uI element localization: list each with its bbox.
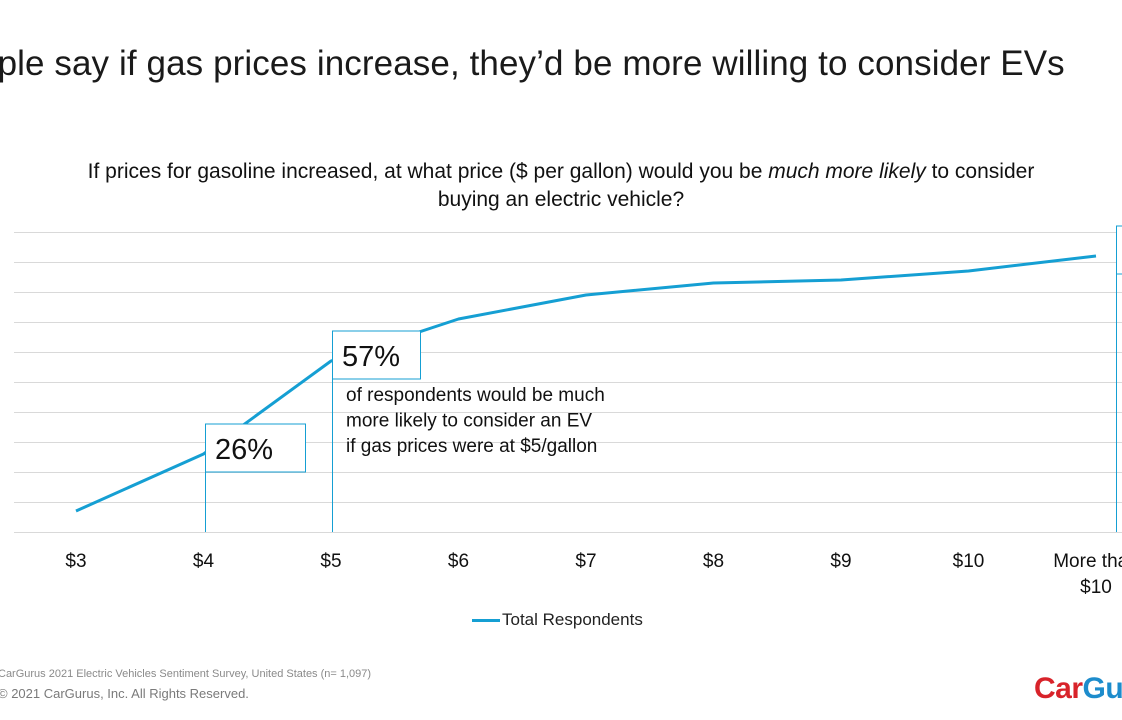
x-tick-label: $8 — [703, 551, 724, 572]
x-tick-label-line: $10 — [1080, 577, 1112, 598]
x-tick-label-line: $3 — [65, 551, 86, 572]
callout-box — [1116, 225, 1122, 275]
x-tick-label-line: $8 — [703, 551, 724, 572]
chart-question: If prices for gasoline increased, at wha… — [60, 158, 1062, 214]
question-text-end: to consider buying an electric vehicle? — [437, 160, 1035, 211]
question-text-start: If prices for gasoline increased, at wha… — [87, 160, 769, 183]
series-line — [75, 254, 1097, 513]
x-tick-label: $10 — [953, 551, 985, 572]
x-tick-label: $4 — [193, 551, 215, 572]
question-emphasis: much more likely — [768, 160, 926, 183]
copyright-note: © 2021 CarGurus, Inc. All Rights Reserve… — [0, 686, 249, 701]
x-tick-label: $6 — [448, 551, 469, 572]
x-tick-label-line: $9 — [830, 551, 851, 572]
logo-part-2: Gu — [1082, 672, 1122, 705]
x-tick-label: More than $10 — [1053, 551, 1122, 598]
callout-value-label: 26% — [215, 434, 273, 466]
callout-box — [205, 423, 306, 473]
callout-note-line: of respondents would be much — [346, 385, 605, 406]
x-tick-label-line: $5 — [320, 551, 341, 572]
logo-part-1: Car — [1034, 672, 1083, 705]
series-lines — [75, 254, 1097, 513]
x-tick-label-line: $10 — [953, 551, 985, 572]
x-tick-label: $3 — [65, 551, 86, 572]
callout-value-label: 57% — [342, 341, 400, 373]
source-note: CarGurus 2021 Electric Vehicles Sentimen… — [0, 668, 372, 680]
callout-note-line: if gas prices were at $5/gallon — [346, 436, 597, 457]
chart-legend: Total Respondents — [472, 610, 643, 630]
x-tick-label: $5 — [320, 551, 341, 572]
page-headline: ople say if gas prices increase, they’d … — [0, 44, 1065, 83]
x-tick-label: $9 — [830, 551, 851, 572]
x-tick-label-line: $7 — [575, 551, 596, 572]
callouts: 26% 57% of respondents would be much more l… — [205, 225, 1122, 473]
x-tick-label-line: $6 — [448, 551, 469, 572]
callout-leaders — [205, 274, 1117, 532]
x-tick-label-line: More than — [1053, 551, 1122, 572]
gridlines — [14, 232, 1122, 533]
callout-box — [332, 330, 421, 380]
x-tick-label: $7 — [575, 551, 596, 572]
legend-label: Total Respondents — [502, 610, 643, 629]
cargurus-logo: CarGu — [1034, 672, 1122, 706]
x-tick-label-line: $4 — [193, 551, 215, 572]
legend-swatch — [472, 618, 500, 622]
callout-note-line: more likely to consider an EV — [346, 411, 592, 432]
x-axis-tick-labels: $3 $4 $5 $6 $7 $8 $9 $10 More than $10 — [65, 551, 1122, 598]
